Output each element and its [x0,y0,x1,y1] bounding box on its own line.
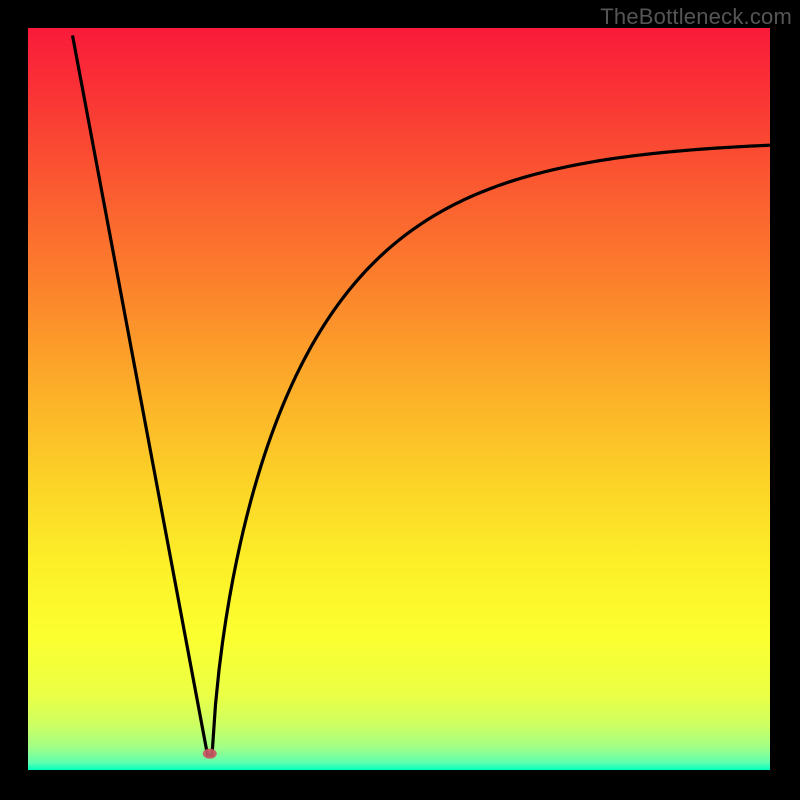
optimal-point-marker [203,749,217,759]
chart-outer-frame: TheBottleneck.com [0,0,800,800]
bottleneck-chart [0,0,800,800]
watermark-text: TheBottleneck.com [600,4,792,30]
